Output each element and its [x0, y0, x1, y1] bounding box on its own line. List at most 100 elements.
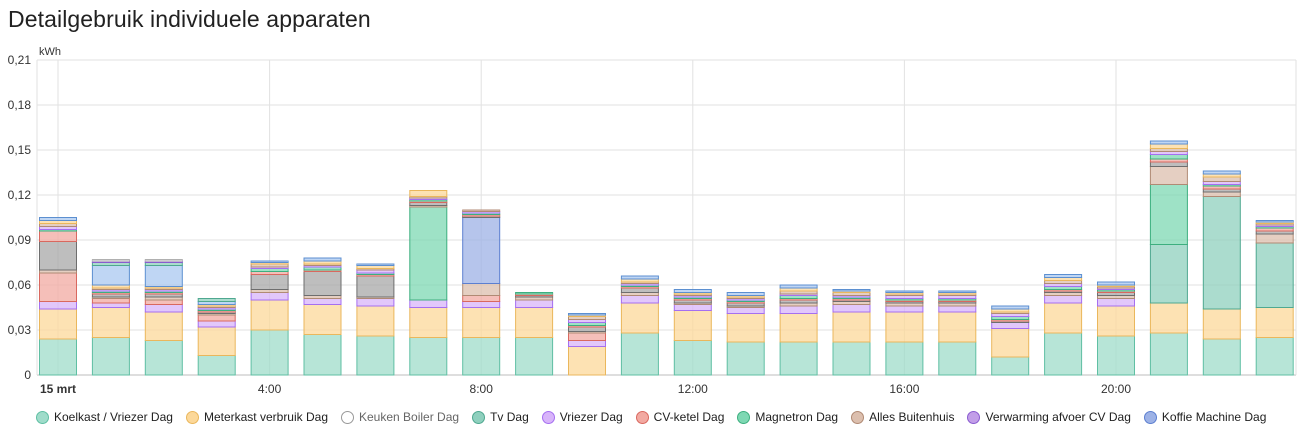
bar-segment-other: [1255, 220, 1294, 223]
x-tick-label: 12:00: [678, 382, 708, 396]
legend-swatch: [472, 410, 486, 424]
bar-segment: [1255, 233, 1294, 244]
legend-item[interactable]: CV-ketel Dag: [635, 410, 724, 424]
bar-segment: [250, 299, 289, 331]
y-tick-label: 0,15: [8, 143, 32, 157]
legend-label: Vriezer Dag: [559, 410, 623, 424]
legend-label: Magnetron Dag: [755, 410, 839, 424]
bar-segment-other: [1044, 274, 1083, 278]
bar-segment-other: [91, 265, 130, 286]
x-tick-label: 4:00: [258, 382, 282, 396]
bar-segment: [462, 295, 501, 302]
bar-segment: [673, 340, 712, 376]
bar-segment: [197, 326, 236, 356]
bar-segment-other: [620, 287, 659, 293]
y-tick-label: 0,18: [8, 98, 32, 112]
bar-segment: [515, 307, 554, 338]
bar-segment: [356, 305, 395, 337]
bar-segment: [144, 304, 183, 313]
bar-segment-other: [91, 259, 130, 262]
x-tick-label: 16:00: [889, 382, 919, 396]
bar-segment-other: [938, 290, 977, 293]
bar-segment: [197, 320, 236, 328]
legend-label: Meterkast verbruik Dag: [203, 410, 328, 424]
bar-segment: [832, 341, 871, 376]
bar-segment: [144, 340, 183, 376]
bar-segment: [91, 307, 130, 338]
legend-item[interactable]: Koffie Machine Dag: [1143, 410, 1266, 424]
bar-segment: [726, 313, 765, 343]
bar-segment: [144, 311, 183, 341]
bar-segment-other: [885, 290, 924, 293]
bar-segment-other: [462, 209, 501, 212]
legend-item[interactable]: Koelkast / Vriezer Dag: [36, 410, 173, 424]
bar-segment: [250, 329, 289, 376]
bar-segment: [673, 304, 712, 311]
legend-label: Keuken Boiler Dag: [359, 410, 460, 424]
legend-item[interactable]: Keuken Boiler Dag: [341, 410, 459, 424]
bar-segment: [1097, 335, 1135, 376]
bar-segment: [1255, 337, 1294, 376]
bar-segment: [620, 332, 659, 376]
bar-segment: [1202, 191, 1241, 197]
chart-axes: 0 0,03 0,06 0,09 0,12 0,15 0,18 0,21 kWh 15 mrt 4:…: [8, 46, 1132, 396]
bar-segment: [1044, 295, 1083, 304]
bar-segment-other: [303, 257, 342, 262]
bar-segment: [356, 335, 395, 376]
bar-segment-other: [620, 275, 659, 280]
y-tick-label: 0,06: [8, 278, 32, 292]
y-axis-label: kWh: [39, 46, 61, 58]
bar-segment: [356, 298, 395, 307]
bar-segment: [1202, 196, 1241, 310]
legend-item[interactable]: Meterkast verbruik Dag: [185, 410, 328, 424]
bar-segment: [1255, 307, 1294, 338]
legend-swatch: [341, 410, 354, 424]
chart-legend: Koelkast / Vriezer Dag Meterkast verbruik…: [36, 410, 1279, 424]
bar-segment: [303, 304, 342, 335]
legend-swatch: [1143, 410, 1157, 424]
bar-segment: [726, 307, 765, 314]
legend-item[interactable]: Verwarming afvoer CV Dag: [967, 410, 1131, 424]
bar-segment: [91, 302, 130, 308]
legend-label: Tv Dag: [490, 410, 529, 424]
page-title: Detailgebruik individuele apparaten: [8, 6, 371, 32]
bar-segment: [409, 307, 448, 338]
legend-item[interactable]: Tv Dag: [472, 410, 529, 424]
bar-segment: [515, 299, 554, 308]
legend-item[interactable]: Magnetron Dag: [737, 410, 838, 424]
bar-segment: [39, 338, 77, 376]
bar-segment-other: [779, 284, 818, 289]
legend-swatch: [541, 410, 555, 424]
bar-segment-other: [832, 289, 871, 292]
legend-item[interactable]: Alles Buitenhuis: [851, 410, 954, 424]
bar-segment: [409, 299, 448, 308]
bar-segment: [779, 305, 818, 314]
bar-segment-other: [991, 305, 1030, 310]
x-tick-label: 8:00: [470, 382, 494, 396]
bar-segment: [39, 272, 77, 302]
legend-swatch: [967, 410, 981, 424]
bar-segment-other: [39, 230, 77, 242]
bar-segment: [568, 340, 606, 347]
y-tick-label: 0,12: [8, 188, 32, 202]
bar-segment-other: [568, 313, 606, 316]
bar-segment: [1149, 302, 1188, 334]
bar-segment: [1044, 302, 1083, 334]
legend-item[interactable]: Vriezer Dag: [541, 410, 623, 424]
bar-segment-other: [144, 259, 183, 262]
bar-segment: [1044, 332, 1083, 376]
bar-segment: [779, 313, 818, 343]
bar-segment: [39, 308, 77, 340]
bar-segment-other: [1097, 281, 1135, 286]
bar-segment: [303, 298, 342, 305]
bar-segment: [250, 292, 289, 301]
legend-swatch: [185, 410, 199, 424]
bar-segment-other: [568, 326, 606, 332]
chart-bars: [39, 140, 1294, 376]
bar-segment: [462, 301, 501, 308]
bar-segment-other: [673, 289, 712, 293]
y-tick-label: 0,21: [8, 53, 32, 67]
bar-segment: [409, 337, 448, 376]
bar-segment: [144, 299, 183, 305]
